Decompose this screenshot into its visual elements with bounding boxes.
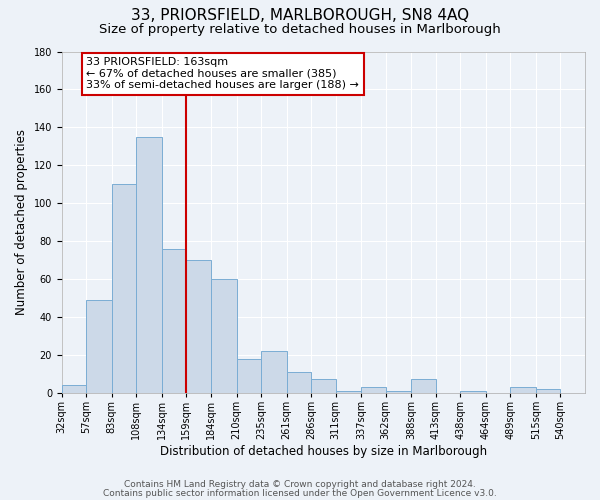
Bar — [311, 380, 335, 392]
Bar — [261, 351, 287, 393]
Bar — [411, 380, 436, 392]
Bar — [236, 358, 261, 392]
Text: 33 PRIORSFIELD: 163sqm
← 67% of detached houses are smaller (385)
33% of semi-de: 33 PRIORSFIELD: 163sqm ← 67% of detached… — [86, 57, 359, 90]
Bar — [112, 184, 136, 392]
Text: Contains public sector information licensed under the Open Government Licence v3: Contains public sector information licen… — [103, 488, 497, 498]
X-axis label: Distribution of detached houses by size in Marlborough: Distribution of detached houses by size … — [160, 444, 487, 458]
Bar — [335, 390, 361, 392]
Bar — [162, 248, 187, 392]
Bar — [361, 387, 386, 392]
Text: Contains HM Land Registry data © Crown copyright and database right 2024.: Contains HM Land Registry data © Crown c… — [124, 480, 476, 489]
Bar — [386, 390, 411, 392]
Bar — [460, 390, 486, 392]
Bar — [136, 137, 162, 392]
Bar — [211, 279, 236, 392]
Bar — [187, 260, 211, 392]
Bar — [62, 385, 86, 392]
Y-axis label: Number of detached properties: Number of detached properties — [15, 129, 28, 315]
Bar — [86, 300, 112, 392]
Text: Size of property relative to detached houses in Marlborough: Size of property relative to detached ho… — [99, 22, 501, 36]
Bar — [536, 389, 560, 392]
Text: 33, PRIORSFIELD, MARLBOROUGH, SN8 4AQ: 33, PRIORSFIELD, MARLBOROUGH, SN8 4AQ — [131, 8, 469, 22]
Bar — [511, 387, 536, 392]
Bar — [287, 372, 311, 392]
